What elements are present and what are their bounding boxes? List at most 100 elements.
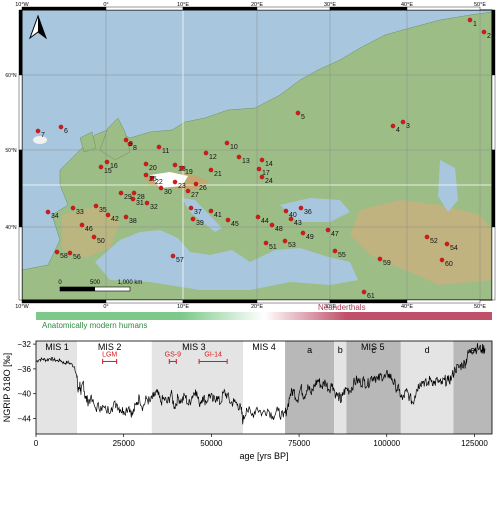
x-axis-label: age [yrs BP] bbox=[239, 451, 288, 461]
mis-label: MIS 3 bbox=[182, 342, 206, 352]
event-markers: LGM GS-9 GI-14 bbox=[102, 351, 228, 364]
site-marker bbox=[193, 181, 199, 187]
site-label: 28 bbox=[137, 194, 145, 201]
site-marker bbox=[143, 172, 149, 178]
site-label: 11 bbox=[162, 148, 169, 155]
site-label: 5 bbox=[301, 114, 305, 121]
site-label: 12 bbox=[209, 154, 217, 161]
lon-label-bottom: 20°E bbox=[251, 304, 263, 310]
scale-label-500: 500 bbox=[90, 280, 101, 286]
site-label: 15 bbox=[104, 168, 112, 175]
site-label: 29 bbox=[124, 194, 132, 201]
y-axis-label: NGRIP δ18O [‰] bbox=[2, 353, 12, 422]
x-tick-label: 0 bbox=[34, 439, 39, 448]
site-label: 9 bbox=[129, 141, 133, 148]
site-marker bbox=[269, 222, 275, 228]
site-marker bbox=[127, 141, 133, 147]
site-marker bbox=[298, 205, 304, 211]
site-label: 37 bbox=[194, 209, 202, 216]
substage-label: e bbox=[470, 345, 475, 355]
site-label: 60 bbox=[445, 261, 453, 268]
scale-label-0: 0 bbox=[58, 280, 62, 286]
site-label: 10 bbox=[230, 144, 238, 151]
site-marker bbox=[91, 234, 97, 240]
lon-label-bottom: 10°E bbox=[177, 304, 189, 310]
site-label: 7 bbox=[41, 132, 45, 139]
series-line-ngrip bbox=[35, 343, 486, 425]
site-marker bbox=[179, 165, 185, 171]
site-marker bbox=[67, 250, 73, 256]
site-label: 30 bbox=[164, 189, 172, 196]
site-label: 13 bbox=[242, 158, 250, 165]
lon-label-top: 20°E bbox=[251, 2, 263, 8]
site-marker bbox=[123, 214, 129, 220]
site-label: 20 bbox=[149, 165, 157, 172]
site-label: 39 bbox=[196, 220, 204, 227]
mis-band bbox=[334, 341, 347, 434]
site-marker bbox=[236, 154, 242, 160]
mis-bands: a b c d e bbox=[36, 341, 492, 434]
map-frame-ticks bbox=[18, 6, 496, 304]
black-sea bbox=[280, 198, 350, 222]
mis-band bbox=[400, 341, 454, 434]
event-label: GS-9 bbox=[165, 351, 181, 358]
site-marker bbox=[172, 162, 178, 168]
latitude-labels: 60°N 50°N 40°N bbox=[5, 73, 17, 231]
site-label: 32 bbox=[150, 204, 158, 211]
site-marker bbox=[105, 212, 111, 218]
site-marker bbox=[300, 230, 306, 236]
site-label: 41 bbox=[214, 212, 222, 219]
site-label: 36 bbox=[304, 209, 312, 216]
site-marker bbox=[143, 161, 149, 167]
lon-label-top: 10°W bbox=[15, 2, 29, 8]
substage-label: a bbox=[307, 345, 312, 355]
site-marker bbox=[131, 190, 137, 196]
site-label: 50 bbox=[97, 238, 105, 245]
mis-labels: MIS 1 MIS 2 MIS 3 MIS 4 MIS 5 bbox=[45, 342, 384, 352]
scale-bar: 0 500 1,000 km bbox=[58, 280, 142, 292]
site-label: 57 bbox=[176, 257, 184, 264]
site-marker bbox=[185, 188, 191, 194]
site-marker bbox=[256, 166, 262, 172]
site-marker bbox=[158, 185, 164, 191]
site-marker bbox=[70, 205, 76, 211]
lon-label-top: 10°E bbox=[177, 2, 189, 8]
y-tick-label: −44 bbox=[17, 415, 31, 424]
neanderthal-label: Neanderthals bbox=[318, 303, 366, 312]
site-label: 3 bbox=[406, 123, 410, 130]
site-label: 27 bbox=[191, 192, 199, 199]
lon-label-bottom: 0° bbox=[103, 304, 108, 310]
site-marker bbox=[481, 29, 487, 35]
site-marker bbox=[203, 150, 209, 156]
site-label: 16 bbox=[110, 163, 118, 170]
site-marker bbox=[123, 137, 129, 143]
event-label: LGM bbox=[102, 351, 117, 358]
amh-label: Anatomically modern humans bbox=[42, 321, 147, 330]
ireland bbox=[79, 131, 97, 153]
site-marker bbox=[58, 124, 64, 130]
site-marker bbox=[225, 217, 231, 223]
lon-label-bottom: 10°W bbox=[15, 304, 29, 310]
site-label: 46 bbox=[85, 226, 93, 233]
site-marker bbox=[325, 227, 331, 233]
y-tick-label: −40 bbox=[17, 390, 31, 399]
mis-band bbox=[151, 341, 243, 434]
ngrip-chart: a b c d e MIS 1 MIS 2 MIS 3 MIS 4 MIS 5 LGM GS-9 G… bbox=[2, 340, 493, 461]
x-axis-ticks: 0 25000 50000 75000 100000 125000 bbox=[34, 434, 488, 448]
site-marker bbox=[188, 205, 194, 211]
lon-label-bottom: 50°E bbox=[474, 304, 486, 310]
y-tick-label: −32 bbox=[17, 340, 31, 349]
site-marker bbox=[282, 238, 288, 244]
longitude-labels-bottom: 10°W 0° 10°E 20°E 30°E 40°E 50°E bbox=[15, 304, 486, 310]
site-marker bbox=[79, 222, 85, 228]
site-label: 4 bbox=[396, 127, 400, 134]
mis-label: MIS 2 bbox=[98, 342, 122, 352]
site-marker bbox=[130, 196, 136, 202]
site-marker bbox=[118, 190, 124, 196]
substage-label: b bbox=[338, 345, 343, 355]
mis-band bbox=[346, 341, 401, 434]
site-marker bbox=[377, 256, 383, 262]
site-marker bbox=[400, 119, 406, 125]
site-marker bbox=[439, 257, 445, 263]
